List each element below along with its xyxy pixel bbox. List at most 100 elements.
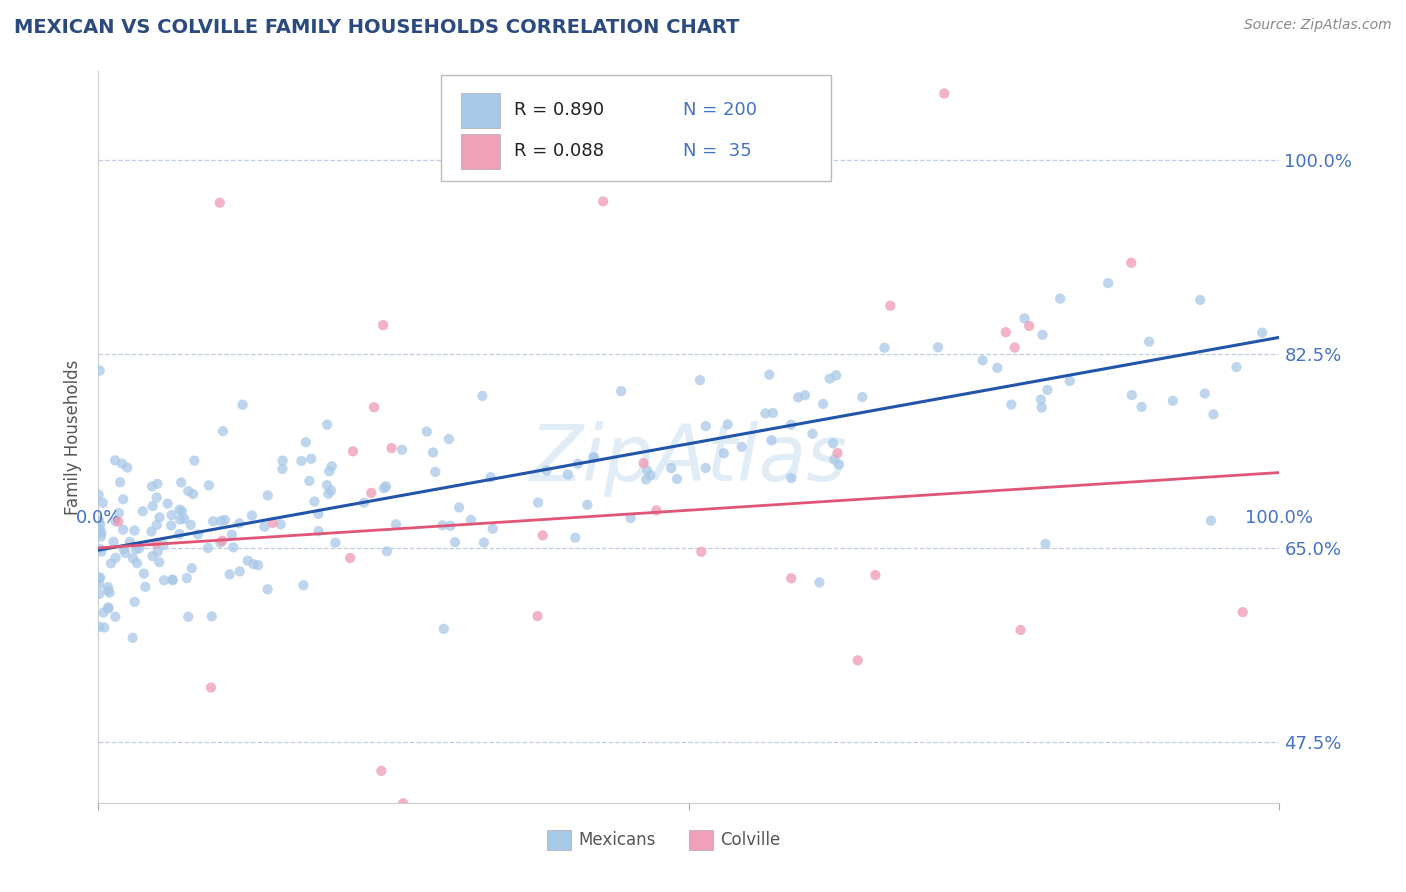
Point (416, 425, 439, 439)
Point (818, 371, 841, 385)
Point (148, 555, 170, 569)
Point (582, 450, 605, 465)
Point (927, 340, 949, 354)
Point (214, 513, 236, 527)
Point (89, 517, 111, 532)
Point (1004, 341, 1026, 355)
Point (375, 544, 398, 558)
Point (221, 527, 243, 541)
Point (689, 373, 711, 387)
Point (125, 556, 148, 570)
Point (128, 541, 150, 556)
Point (256, 582, 278, 597)
Point (564, 531, 586, 545)
Text: R = 0.088: R = 0.088 (515, 142, 605, 160)
Bar (461, 134, 501, 169)
Point (576, 498, 599, 512)
Point (91, 496, 114, 510)
Point (695, 419, 717, 434)
Point (146, 476, 169, 491)
Bar (461, 93, 501, 128)
Point (202, 514, 225, 528)
Point (156, 497, 179, 511)
Point (371, 318, 394, 332)
Point (846, 653, 869, 667)
Point (153, 574, 176, 588)
Point (592, 194, 614, 209)
Point (152, 538, 174, 552)
Text: Colville: Colville (720, 831, 780, 849)
Point (197, 541, 219, 555)
Text: ZipAtlas: ZipAtlas (530, 421, 848, 497)
Point (1059, 374, 1081, 388)
Point (1225, 360, 1247, 375)
Point (645, 503, 668, 517)
Point (972, 353, 994, 368)
Y-axis label: Family Households: Family Households (65, 359, 83, 515)
Point (1251, 326, 1274, 340)
Point (994, 325, 1017, 339)
Point (636, 463, 658, 477)
Point (212, 424, 235, 438)
Point (162, 573, 184, 587)
Point (1121, 388, 1143, 402)
Point (391, 442, 413, 457)
Point (201, 609, 224, 624)
Point (828, 458, 851, 472)
Point (460, 513, 482, 527)
Point (873, 341, 896, 355)
Point (294, 435, 316, 450)
Point (1049, 292, 1071, 306)
FancyBboxPatch shape (441, 75, 831, 181)
Point (114, 546, 136, 560)
Point (170, 504, 193, 518)
Point (87, 577, 110, 591)
Point (256, 488, 278, 502)
Point (1029, 392, 1052, 407)
Point (93, 606, 115, 620)
Point (89, 571, 111, 585)
Point (89, 541, 111, 556)
Point (319, 483, 342, 498)
Point (222, 541, 245, 555)
Point (111, 457, 134, 471)
Point (118, 534, 141, 549)
Point (360, 486, 382, 500)
Point (808, 575, 831, 590)
Point (479, 470, 502, 484)
Text: 0.0%: 0.0% (76, 508, 121, 527)
Point (610, 384, 633, 399)
Point (124, 524, 146, 538)
Point (299, 451, 322, 466)
Text: 100.0%: 100.0% (1246, 508, 1313, 527)
Point (169, 527, 191, 541)
Point (439, 518, 461, 533)
Point (211, 533, 233, 548)
Point (827, 446, 849, 460)
Point (526, 609, 548, 624)
Point (183, 453, 205, 467)
Point (1097, 276, 1119, 290)
Point (169, 502, 191, 516)
Point (112, 542, 135, 557)
Point (87, 514, 110, 528)
Point (236, 553, 259, 567)
Point (160, 518, 183, 533)
Point (1031, 327, 1053, 342)
Point (433, 622, 456, 636)
Point (342, 444, 364, 458)
Point (481, 522, 503, 536)
Point (339, 551, 361, 566)
Point (392, 797, 415, 811)
Point (787, 391, 810, 405)
Point (142, 549, 165, 563)
Point (134, 580, 156, 594)
Point (780, 471, 803, 485)
Point (89, 363, 111, 377)
Point (425, 465, 447, 479)
Point (121, 631, 143, 645)
Point (762, 406, 785, 420)
Point (108, 475, 131, 490)
Point (758, 368, 780, 382)
Point (98, 585, 121, 599)
